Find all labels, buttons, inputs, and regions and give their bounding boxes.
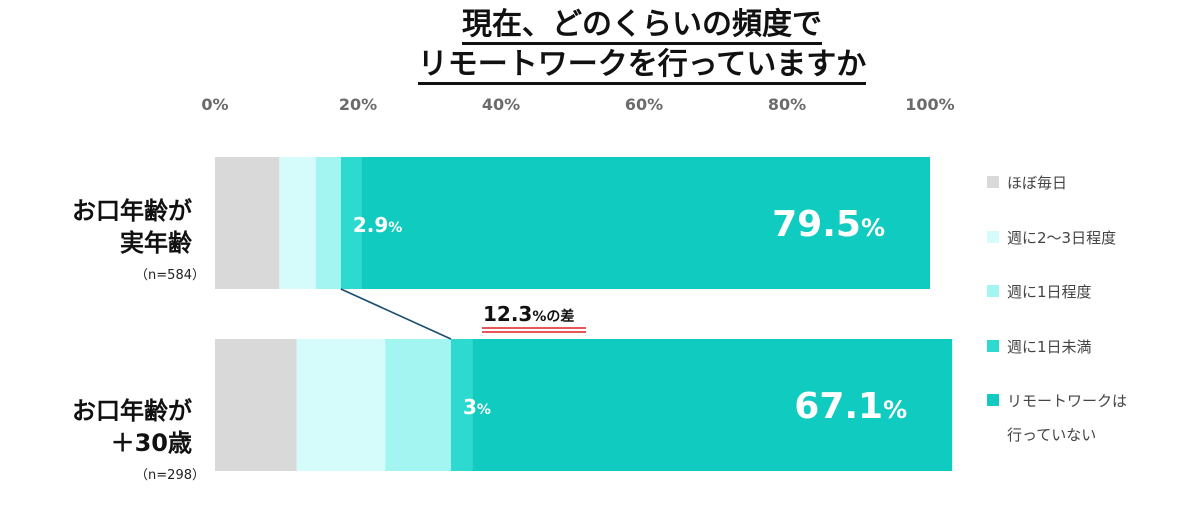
bar-segment: [361, 157, 930, 289]
bar-segment: [450, 339, 473, 471]
data-labels: 2.9% 79.5%3% 67.1%: [353, 204, 907, 427]
chart-title-line2: リモートワークを行っていますか: [0, 46, 1200, 85]
data-label-unit: %: [861, 214, 885, 242]
bar-segment: [296, 339, 386, 471]
x-tick-label: 40%: [482, 95, 520, 114]
legend-swatch: [987, 340, 999, 352]
legend-swatch: [987, 285, 999, 297]
x-axis-ticks: 0% 20% 40% 60% 80% 100%: [201, 95, 954, 114]
bar-segment: [385, 339, 451, 471]
x-tick-label: 0%: [201, 95, 228, 114]
difference-annotation: 12.3%の差: [482, 302, 586, 333]
legend-swatch: [987, 231, 999, 243]
data-label-unit: %: [477, 402, 491, 418]
data-label: 67.1%: [794, 386, 907, 427]
data-label-number: 2.9: [353, 213, 388, 237]
chart-title-line1: 現在、どのくらいの頻度で: [0, 6, 1200, 45]
x-tick-label: 100%: [905, 95, 954, 114]
bar-segment: [279, 157, 316, 289]
connector-line: [340, 288, 452, 340]
sample-size-label: （n=298）: [135, 468, 205, 483]
category-label-line2: ＋30歳: [111, 429, 192, 457]
category-label-line1: お口年齢が: [72, 197, 192, 225]
legend-swatch: [987, 394, 999, 406]
data-label: 2.9%: [353, 213, 402, 237]
difference-suffix: %の差: [532, 308, 574, 325]
sample-size-label: （n=584）: [135, 268, 205, 283]
chart-title-line2-text: リモートワークを行っていますか: [417, 47, 867, 85]
bar-segment: [472, 339, 953, 471]
bar-segments: [215, 157, 953, 471]
legend-label-line2: 行っていない: [1007, 426, 1096, 444]
legend-swatch: [987, 176, 999, 188]
data-label-unit: %: [883, 396, 907, 424]
data-label-unit: %: [388, 220, 402, 236]
difference-number: 12.3: [483, 302, 532, 326]
legend-label: ほぼ毎日: [1007, 174, 1067, 192]
legend-label: 週に1日程度: [1007, 283, 1092, 301]
difference-label: 12.3%の差: [483, 302, 574, 326]
connector-line-segment: [340, 288, 452, 340]
data-label-number: 3: [463, 395, 477, 419]
bar-segment: [340, 157, 362, 289]
bar-segment: [315, 157, 341, 289]
legend-label-line1: リモートワークは: [1007, 392, 1127, 410]
bar-segment: [215, 339, 297, 471]
chart-title-line1-text: 現在、どのくらいの頻度で: [462, 7, 822, 45]
data-label-number: 79.5: [772, 204, 861, 245]
data-label-number: 67.1: [794, 386, 883, 427]
data-label: 79.5%: [772, 204, 885, 245]
x-tick-label: 20%: [339, 95, 377, 114]
legend-label: 週に2〜3日程度: [1007, 229, 1116, 247]
data-label: 3%: [463, 395, 491, 419]
x-tick-label: 60%: [625, 95, 663, 114]
category-label-line1: お口年齢が: [72, 397, 192, 425]
category-label-line2: 実年齢: [120, 229, 193, 257]
legend-label: 週に1日未満: [1007, 338, 1092, 356]
bar-segment: [215, 157, 280, 289]
x-tick-label: 80%: [768, 95, 806, 114]
